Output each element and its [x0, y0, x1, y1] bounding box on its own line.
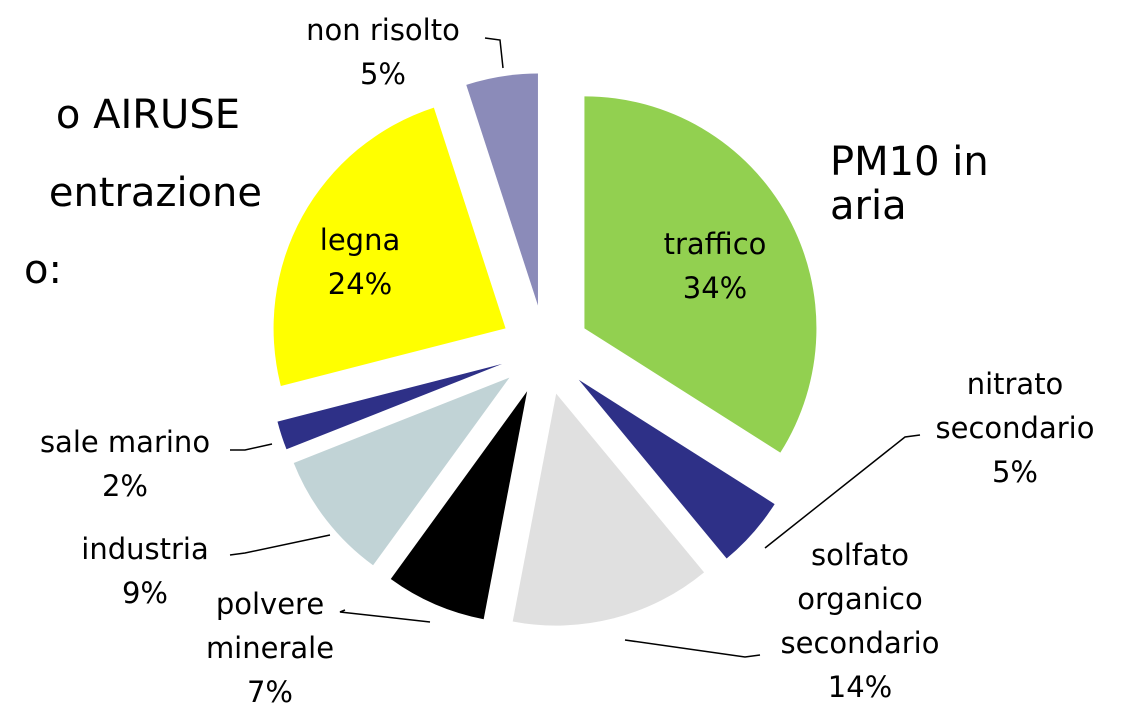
slice-label: traffico 34% [590, 222, 840, 310]
slice-name: nitrato secondario [935, 367, 1095, 445]
slice-name: non risolto [306, 13, 460, 47]
slice-value: 7% [246, 675, 293, 709]
slice-label: non risolto 5% [258, 8, 508, 96]
slice-value: 24% [327, 267, 393, 301]
leader-line [229, 534, 331, 556]
leader-line [624, 639, 761, 658]
slice-name: legna [319, 223, 401, 257]
pie-slice [390, 391, 528, 620]
slice-label: industria 9% [20, 527, 270, 615]
pie-slice [584, 96, 817, 453]
note-text: o AIRUSE [55, 92, 240, 138]
slice-value: 2% [101, 469, 148, 503]
slice-label: polvere minerale 7% [190, 582, 350, 714]
pie-slice [273, 107, 506, 387]
slice-value: 5% [991, 455, 1038, 489]
slice-label: sale marino 2% [0, 420, 250, 508]
leader-line [339, 609, 431, 623]
pie-slice [293, 377, 510, 566]
slice-label: legna 24% [235, 218, 485, 306]
slice-name: polvere minerale [205, 587, 335, 665]
slice-name: industria [81, 532, 209, 566]
slice-name: sale marino [39, 425, 211, 459]
leader-line [230, 443, 273, 451]
note-text: o: [24, 247, 62, 293]
slice-value: 34% [682, 271, 748, 305]
slice-label: solfato organico secondario 14% [775, 533, 945, 709]
pie-slice [277, 363, 503, 450]
slice-name: traffico [663, 227, 767, 261]
pie-slice [512, 393, 705, 626]
chart-title: PM10 in aria [830, 139, 989, 229]
pie-slice [578, 379, 775, 559]
slice-value: 9% [121, 576, 168, 610]
leader-line [484, 37, 504, 69]
note-text: entrazione [48, 170, 262, 216]
slice-label: nitrato secondario 5% [935, 362, 1095, 494]
slice-name: solfato organico secondario [780, 538, 940, 660]
slice-value: 5% [359, 57, 406, 91]
pie-slice [466, 73, 538, 306]
slice-value: 14% [827, 670, 893, 704]
leader-line [764, 434, 921, 549]
